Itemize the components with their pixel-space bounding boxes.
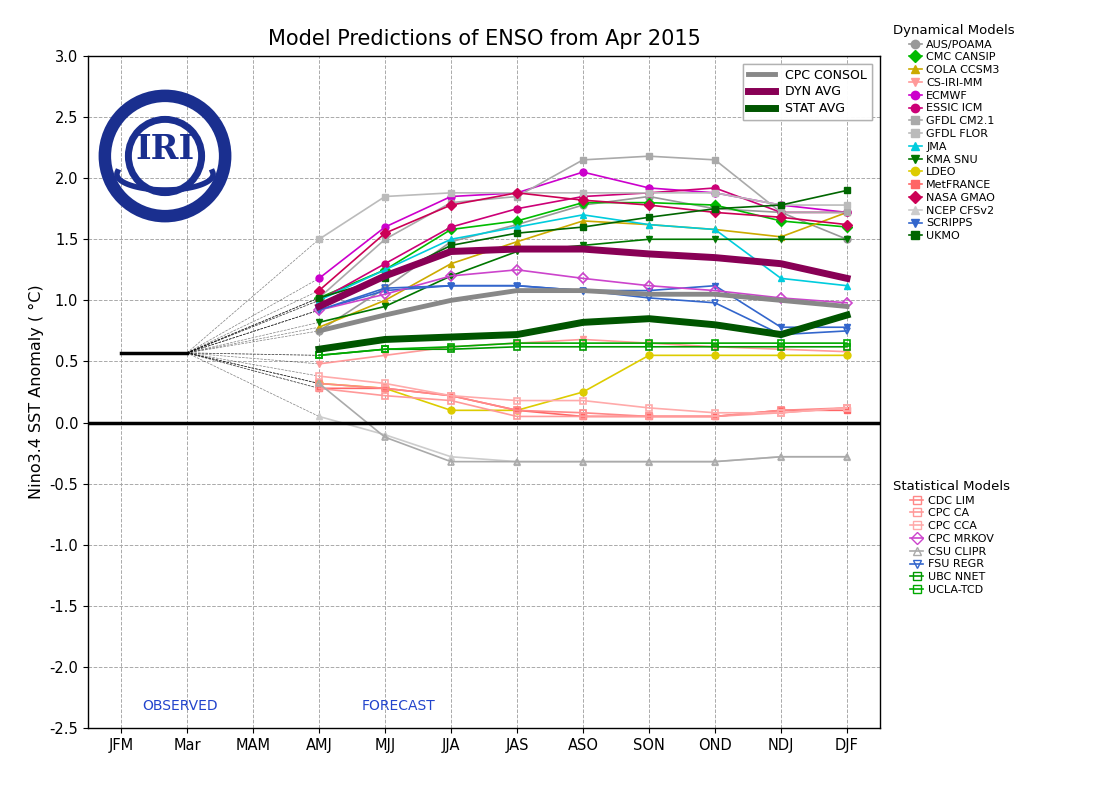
Legend: AUS/POAMA, CMC CANSIP, COLA CCSM3, CS-IRI-MM, ECMWF, ESSIC ICM, GFDL CM2.1, GFDL: AUS/POAMA, CMC CANSIP, COLA CCSM3, CS-IR… [891,22,1018,243]
Text: OBSERVED: OBSERVED [143,698,218,713]
Text: FORECAST: FORECAST [361,698,436,713]
Y-axis label: Nino3.4 SST Anomaly ( °C): Nino3.4 SST Anomaly ( °C) [29,285,44,499]
Legend: CDC LIM, CPC CA, CPC CCA, CPC MRKOV, CSU CLIPR, FSU REGR, UBC NNET, UCLA-TCD: CDC LIM, CPC CA, CPC CCA, CPC MRKOV, CSU… [891,478,1012,598]
Title: Model Predictions of ENSO from Apr 2015: Model Predictions of ENSO from Apr 2015 [267,29,701,49]
Text: IRI: IRI [135,134,195,166]
Legend: CPC CONSOL, DYN AVG, STAT AVG: CPC CONSOL, DYN AVG, STAT AVG [742,63,872,120]
